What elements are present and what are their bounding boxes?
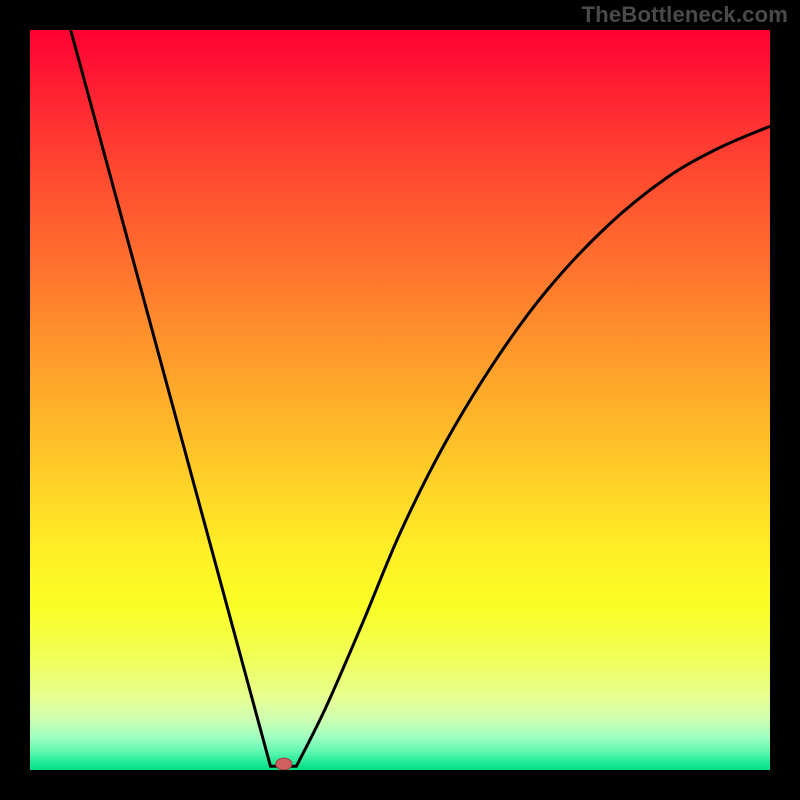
plot-area: [30, 30, 770, 770]
optimum-marker: [276, 758, 292, 770]
watermark-text: TheBottleneck.com: [582, 2, 788, 28]
chart-svg: [30, 30, 770, 770]
gradient-background: [30, 30, 770, 770]
